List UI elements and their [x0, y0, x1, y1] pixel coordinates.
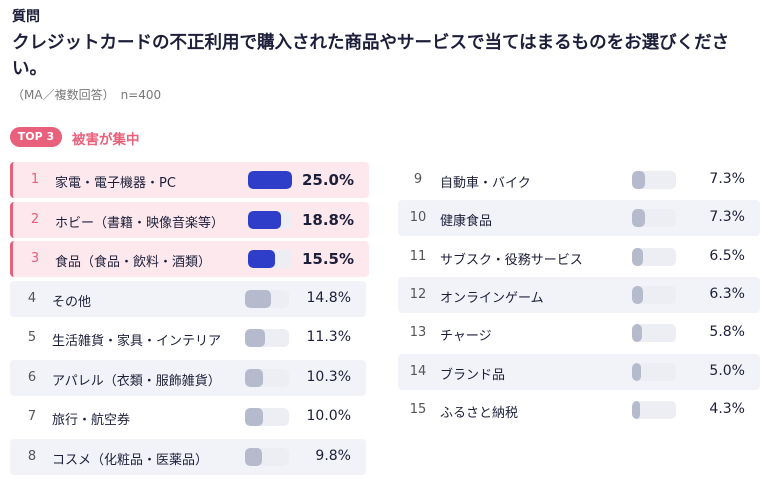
- bar-track: [632, 209, 676, 228]
- value-label: 9.8%: [315, 447, 351, 464]
- value-label: 7.3%: [709, 171, 745, 187]
- category-label: 家電・電子機器・PC: [55, 176, 176, 191]
- category-label: 生活雑貨・家具・インテリア: [52, 334, 222, 349]
- row: 6 アパレル（衣類・服飾雑貨） 10.3%: [10, 359, 366, 396]
- row: 3 食品（食品・飲料・酒類） 15.5%: [10, 241, 369, 277]
- value-label: 6.5%: [709, 247, 745, 264]
- bar: [632, 362, 641, 381]
- value-label: 7.3%: [709, 209, 745, 226]
- row: 14 ブランド品 5.0%: [398, 353, 760, 390]
- category-label: 自動車・バイク: [440, 176, 531, 191]
- bar: [248, 250, 276, 268]
- value-label: 11.3%: [306, 329, 351, 345]
- label: 質問: [12, 9, 40, 25]
- bar: [632, 400, 640, 419]
- rank: 9: [413, 172, 423, 187]
- category-label: オンラインゲーム: [440, 290, 544, 306]
- row: 11 サブスク・役務サービス 6.5%: [398, 238, 760, 275]
- rank: 1: [30, 172, 40, 187]
- category-label: サブスク・役務サービス: [440, 252, 583, 268]
- row: 7 旅行・航空券 10.0%: [10, 399, 366, 435]
- row: 1 家電・電子機器・PC 25.0%: [10, 162, 369, 198]
- row: 4 その他 14.8%: [10, 280, 366, 317]
- category-label: ブランド品: [440, 367, 506, 383]
- row: 8 コスメ（化粧品・医薬品） 9.8%: [10, 438, 366, 475]
- row: 13 チャージ 5.8%: [398, 315, 760, 352]
- row: 9 自動車・バイク 7.3%: [398, 162, 760, 198]
- rank: 7: [27, 409, 37, 424]
- category-label: コスメ（化粧品・医薬品）: [52, 452, 209, 468]
- question: クレジットカードの不正利用で購入された商品やサービスで当てはまるものをお選びくだ…: [12, 33, 730, 79]
- category-label: ふるさと納税: [440, 405, 519, 421]
- bar-track: [632, 285, 676, 304]
- row: 5 生活雑貨・家具・インテリア 11.3%: [10, 320, 366, 356]
- rank: 3: [30, 251, 40, 266]
- value-label: 14.8%: [306, 289, 351, 306]
- rank: 11: [409, 248, 427, 264]
- note: （MA／複数回答） n=400: [12, 88, 162, 102]
- category-label: チャージ: [440, 329, 492, 345]
- bar-track: [245, 447, 289, 466]
- badge: TOP 3: [10, 127, 62, 147]
- row: 12 オンラインゲーム 6.3%: [398, 276, 760, 313]
- value-label: 18.8%: [301, 210, 354, 229]
- bar: [245, 368, 264, 387]
- category-label: その他: [52, 294, 92, 310]
- rank: 10: [409, 210, 427, 226]
- rank: 2: [30, 211, 40, 227]
- bar-track: [245, 289, 289, 308]
- value-label: 6.3%: [709, 285, 745, 302]
- bar: [248, 210, 282, 229]
- bar: [632, 324, 643, 343]
- rank: 14: [409, 363, 427, 379]
- bar: [245, 289, 272, 308]
- row: 15 ふるさと納税 4.3%: [398, 391, 760, 428]
- bar-track: [248, 171, 292, 189]
- bar: [632, 209, 645, 228]
- bar-track: [245, 368, 289, 387]
- bar: [245, 408, 263, 426]
- value-label: 15.5%: [301, 250, 354, 268]
- bar: [248, 171, 292, 189]
- value-label: 4.3%: [709, 400, 745, 417]
- value-label: 5.8%: [709, 324, 745, 341]
- bar: [245, 329, 265, 347]
- rank: 6: [27, 369, 37, 385]
- bar-track: [248, 250, 292, 268]
- value-label: 5.0%: [709, 362, 745, 379]
- rank: 8: [27, 448, 37, 464]
- bar-track: [245, 329, 289, 347]
- category-label: 健康食品: [440, 214, 493, 230]
- bar-track: [245, 408, 289, 426]
- bar-track: [632, 171, 676, 189]
- category-label: ホビー（書籍・映像音楽等）: [55, 215, 225, 231]
- row: 10 健康食品 7.3%: [398, 200, 760, 237]
- bar-track: [632, 400, 676, 419]
- bar-track: [632, 324, 676, 343]
- bar-track: [248, 210, 292, 229]
- value-label: 10.3%: [306, 368, 351, 385]
- bar-track: [632, 362, 676, 381]
- bar: [632, 247, 644, 266]
- category-label: 食品（食品・飲料・酒類）: [55, 255, 212, 270]
- badge-caption: 被害が集中: [72, 132, 140, 148]
- value-label: 10.0%: [306, 408, 351, 424]
- bar: [632, 171, 645, 189]
- bar: [632, 285, 644, 304]
- rank: 13: [409, 325, 427, 341]
- value-label: 25.0%: [301, 171, 354, 189]
- rank: 12: [409, 286, 427, 302]
- row: 2 ホビー（書籍・映像音楽等） 18.8%: [10, 201, 369, 238]
- rank: 15: [409, 401, 427, 417]
- rank: 5: [27, 330, 37, 345]
- category-label: アパレル（衣類・服飾雑貨）: [52, 373, 221, 389]
- bar-track: [632, 247, 676, 266]
- bar: [245, 447, 263, 466]
- category-label: 旅行・航空券: [52, 413, 131, 428]
- rank: 4: [27, 290, 37, 306]
